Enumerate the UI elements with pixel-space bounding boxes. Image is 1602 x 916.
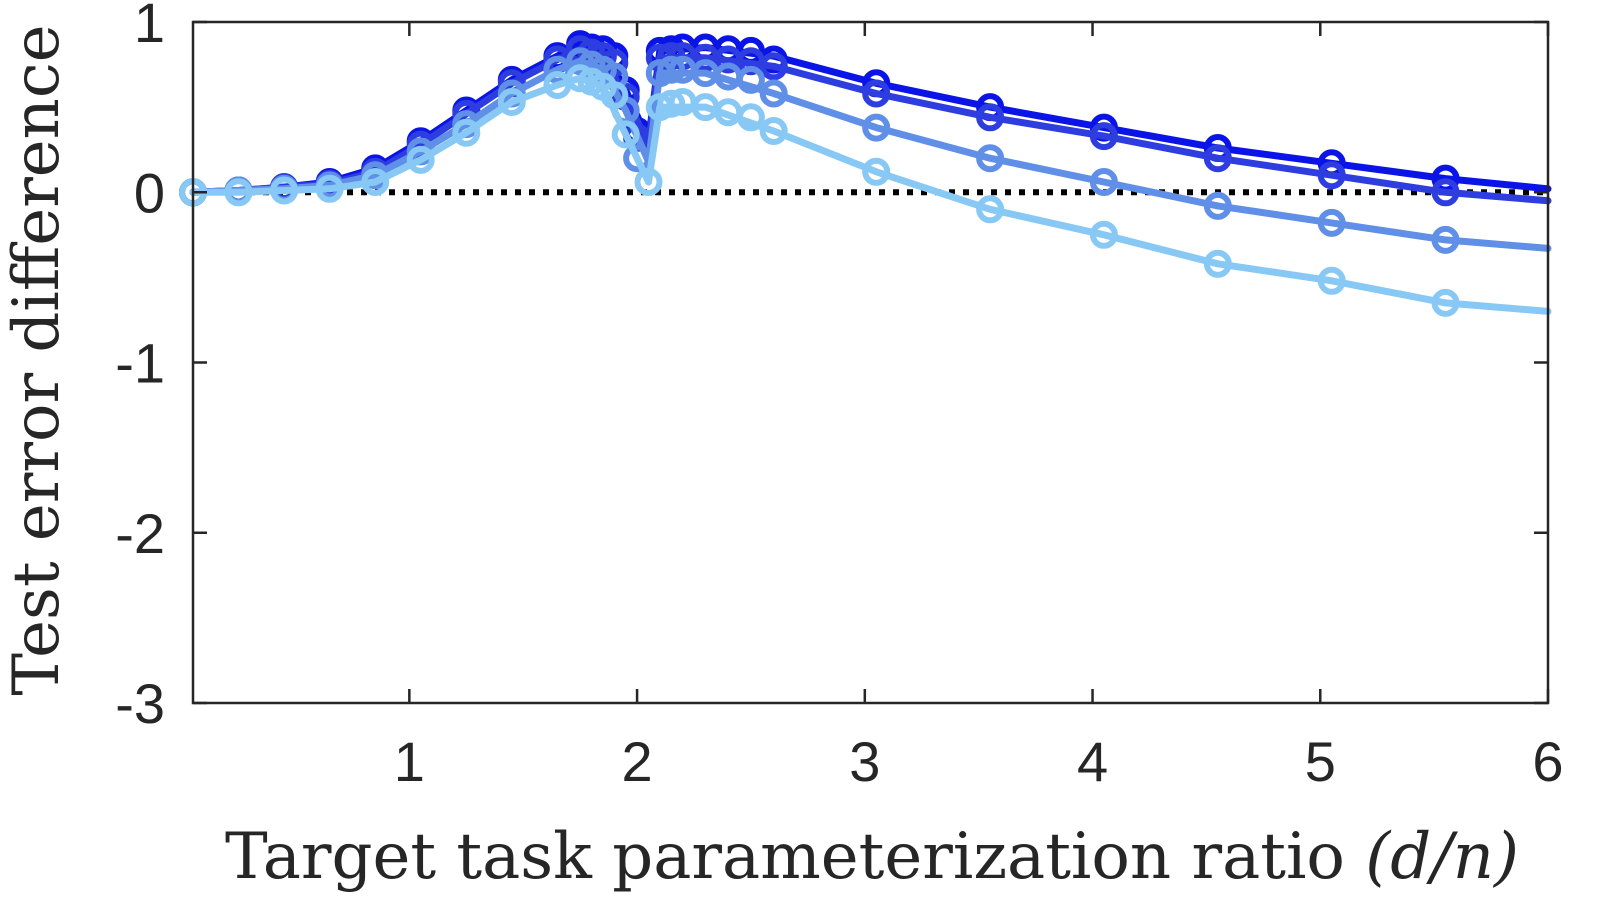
- series-3-marker: [1203, 191, 1232, 220]
- tick-layer: 1 2 3 4 5 6 1 0 -1 -2 -3: [115, 0, 1563, 793]
- series-4-marker: [1203, 249, 1232, 278]
- series-4-marker: [600, 81, 629, 110]
- series-3-marker: [976, 144, 1005, 173]
- series-4-marker: [862, 157, 891, 186]
- series-4-marker: [361, 168, 390, 196]
- x-tick-label: 1: [394, 730, 425, 793]
- series-4-marker: [1431, 288, 1460, 317]
- series-2-marker: [1203, 144, 1232, 173]
- series-4-marker: [714, 98, 743, 127]
- series-3-marker: [759, 79, 788, 108]
- series-3-line: [189, 57, 1552, 252]
- series-2-marker: [862, 79, 891, 108]
- series-4-marker: [1089, 220, 1118, 249]
- series-4: [179, 64, 1552, 317]
- series-4-marker: [736, 103, 765, 132]
- y-tick-label: -2: [115, 502, 165, 565]
- series-4-marker: [611, 120, 640, 149]
- series-3-marker: [623, 144, 652, 173]
- series-2-marker: [976, 103, 1005, 132]
- y-axis-label: Test error difference: [0, 24, 74, 695]
- series-4-marker: [691, 93, 720, 122]
- series-3-marker: [862, 113, 891, 142]
- series-4-marker: [315, 174, 344, 203]
- y-tick-label: 1: [134, 0, 165, 54]
- series-4-marker: [1317, 266, 1346, 295]
- series-3-marker: [657, 55, 686, 84]
- series-4-marker: [976, 195, 1005, 224]
- series-4-marker: [270, 176, 299, 205]
- series-3-marker: [668, 55, 697, 84]
- x-tick-label: 5: [1305, 730, 1336, 793]
- series-2-marker: [759, 52, 788, 81]
- y-tick-label: -3: [115, 672, 165, 735]
- y-tick-label: -1: [115, 332, 165, 395]
- x-tick-label: 6: [1532, 730, 1563, 793]
- x-tick-label: 3: [849, 730, 880, 793]
- series-4-marker: [759, 117, 788, 145]
- series-3-marker: [1089, 168, 1118, 196]
- series-3-marker: [1317, 208, 1346, 237]
- x-tick-label: 4: [1077, 730, 1108, 793]
- x-tick-label: 2: [621, 730, 652, 793]
- series-4-marker: [634, 168, 663, 196]
- axis-labels: Target task parameterization ratio (d/n)…: [0, 24, 1519, 894]
- series-2-marker: [1089, 122, 1118, 151]
- series-4-marker: [657, 89, 686, 118]
- series-4-line: [189, 74, 1552, 315]
- series-layer: [179, 30, 1552, 317]
- series-3-marker: [1431, 225, 1460, 254]
- series-3-marker: [714, 62, 743, 91]
- series-4-marker: [497, 88, 526, 116]
- series-3-marker: [543, 55, 572, 84]
- series-3-marker: [736, 65, 765, 94]
- series-4-marker: [543, 71, 572, 99]
- y-tick-label: 0: [134, 161, 165, 224]
- series-2-marker: [1431, 178, 1460, 207]
- series-4-marker: [406, 145, 435, 174]
- x-axis-label: Target task parameterization ratio (d/n): [225, 820, 1519, 894]
- series-4-marker: [668, 88, 697, 116]
- series-4-marker: [452, 118, 481, 147]
- series-3-marker: [691, 59, 720, 88]
- series-2-marker: [1317, 161, 1346, 190]
- series-4-marker: [224, 178, 253, 207]
